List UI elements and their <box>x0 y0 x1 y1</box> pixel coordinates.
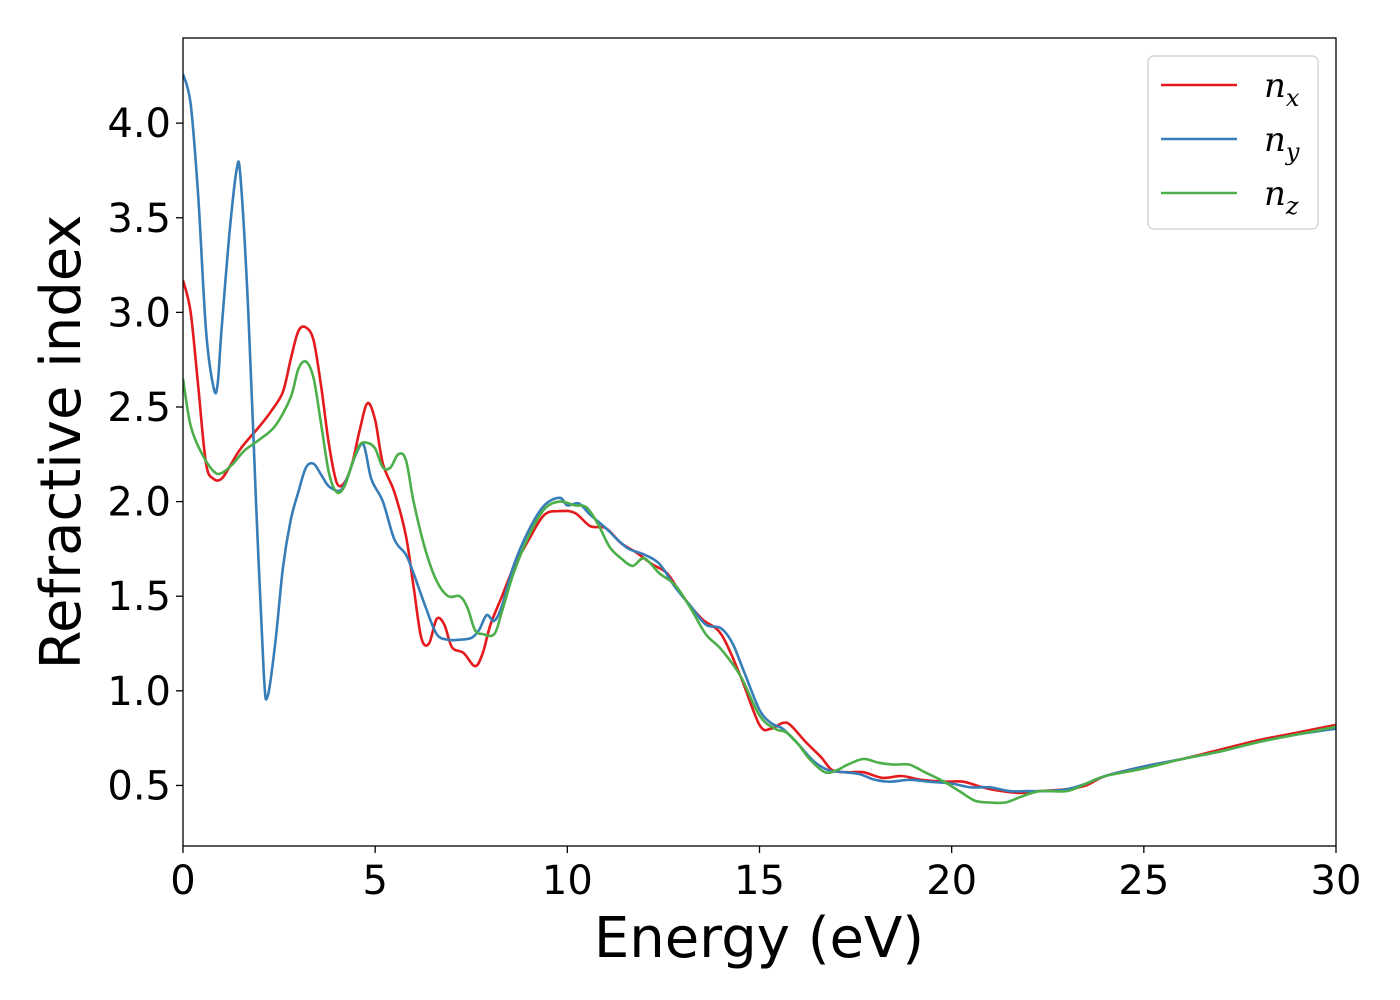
legend: nx ny nz <box>1147 55 1319 230</box>
series-line-x <box>183 279 1336 795</box>
x-tick-label: 30 <box>1311 858 1362 904</box>
y-tick-label: 1.5 <box>107 574 171 620</box>
x-tick-label: 15 <box>734 858 785 904</box>
x-tick-label: 0 <box>170 858 195 904</box>
series-line-z <box>183 359 1336 805</box>
y-tick-label: 2.0 <box>107 480 171 526</box>
y-axis-title: Refractive index <box>29 215 94 670</box>
series-layer <box>183 73 1336 805</box>
x-axis-title: Energy (eV) <box>594 906 924 971</box>
y-tick-label: 3.5 <box>107 196 171 242</box>
legend-label-x: nx <box>1264 66 1300 112</box>
y-tick-label: 4.0 <box>107 101 171 147</box>
legend-label-z: nz <box>1264 174 1299 220</box>
x-axis: 0 5 10 15 20 25 30 <box>170 846 1361 904</box>
legend-frame <box>1147 55 1319 230</box>
x-tick-label: 5 <box>362 858 387 904</box>
y-tick-label: 3.0 <box>107 290 171 336</box>
legend-label-y: ny <box>1264 120 1300 166</box>
y-axis: 0.5 1.0 1.5 2.0 2.5 3.0 3.5 4.0 <box>107 101 183 809</box>
x-tick-label: 25 <box>1118 858 1169 904</box>
y-tick-label: 2.5 <box>107 385 171 431</box>
y-tick-label: 0.5 <box>107 763 171 809</box>
x-tick-label: 20 <box>926 858 977 904</box>
x-tick-label: 10 <box>542 858 593 904</box>
y-tick-label: 1.0 <box>107 669 171 715</box>
series-line-y <box>183 73 1336 793</box>
